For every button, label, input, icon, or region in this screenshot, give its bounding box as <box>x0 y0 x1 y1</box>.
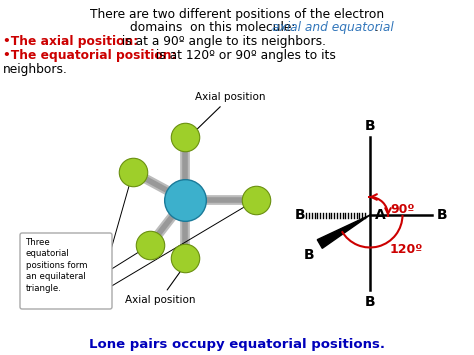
Point <box>252 197 260 203</box>
Text: is at a 90º angle to its neighbors.: is at a 90º angle to its neighbors. <box>118 35 326 48</box>
Text: .: . <box>375 21 379 34</box>
Text: B: B <box>437 208 447 222</box>
Text: There are two different positions of the electron: There are two different positions of the… <box>90 8 384 21</box>
Text: Axial position: Axial position <box>191 92 265 135</box>
Text: 90º: 90º <box>390 203 414 216</box>
Polygon shape <box>317 215 370 248</box>
Point <box>181 134 189 140</box>
Text: axial and equatorial: axial and equatorial <box>272 21 394 34</box>
Text: •The equatorial position:: •The equatorial position: <box>3 49 176 62</box>
Text: B: B <box>294 208 305 222</box>
Point <box>129 169 137 175</box>
Text: domains  on this molecule:: domains on this molecule: <box>130 21 299 34</box>
Point <box>181 255 189 261</box>
FancyBboxPatch shape <box>20 233 112 309</box>
Text: •The axial position:: •The axial position: <box>3 35 138 48</box>
Point <box>181 197 189 203</box>
Text: B: B <box>365 119 375 133</box>
Text: is at 120º or 90º angles to its: is at 120º or 90º angles to its <box>152 49 336 62</box>
Text: Lone pairs occupy equatorial positions.: Lone pairs occupy equatorial positions. <box>89 338 385 351</box>
Text: Three
equatorial
positions form
an equilateral
triangle.: Three equatorial positions form an equil… <box>26 238 88 293</box>
Text: 120º: 120º <box>390 243 423 256</box>
Text: neighbors.: neighbors. <box>3 63 68 76</box>
Text: A: A <box>375 208 386 222</box>
Point <box>146 242 154 248</box>
Text: B: B <box>365 295 375 309</box>
Text: Axial position: Axial position <box>125 260 195 305</box>
Text: B: B <box>304 248 315 262</box>
